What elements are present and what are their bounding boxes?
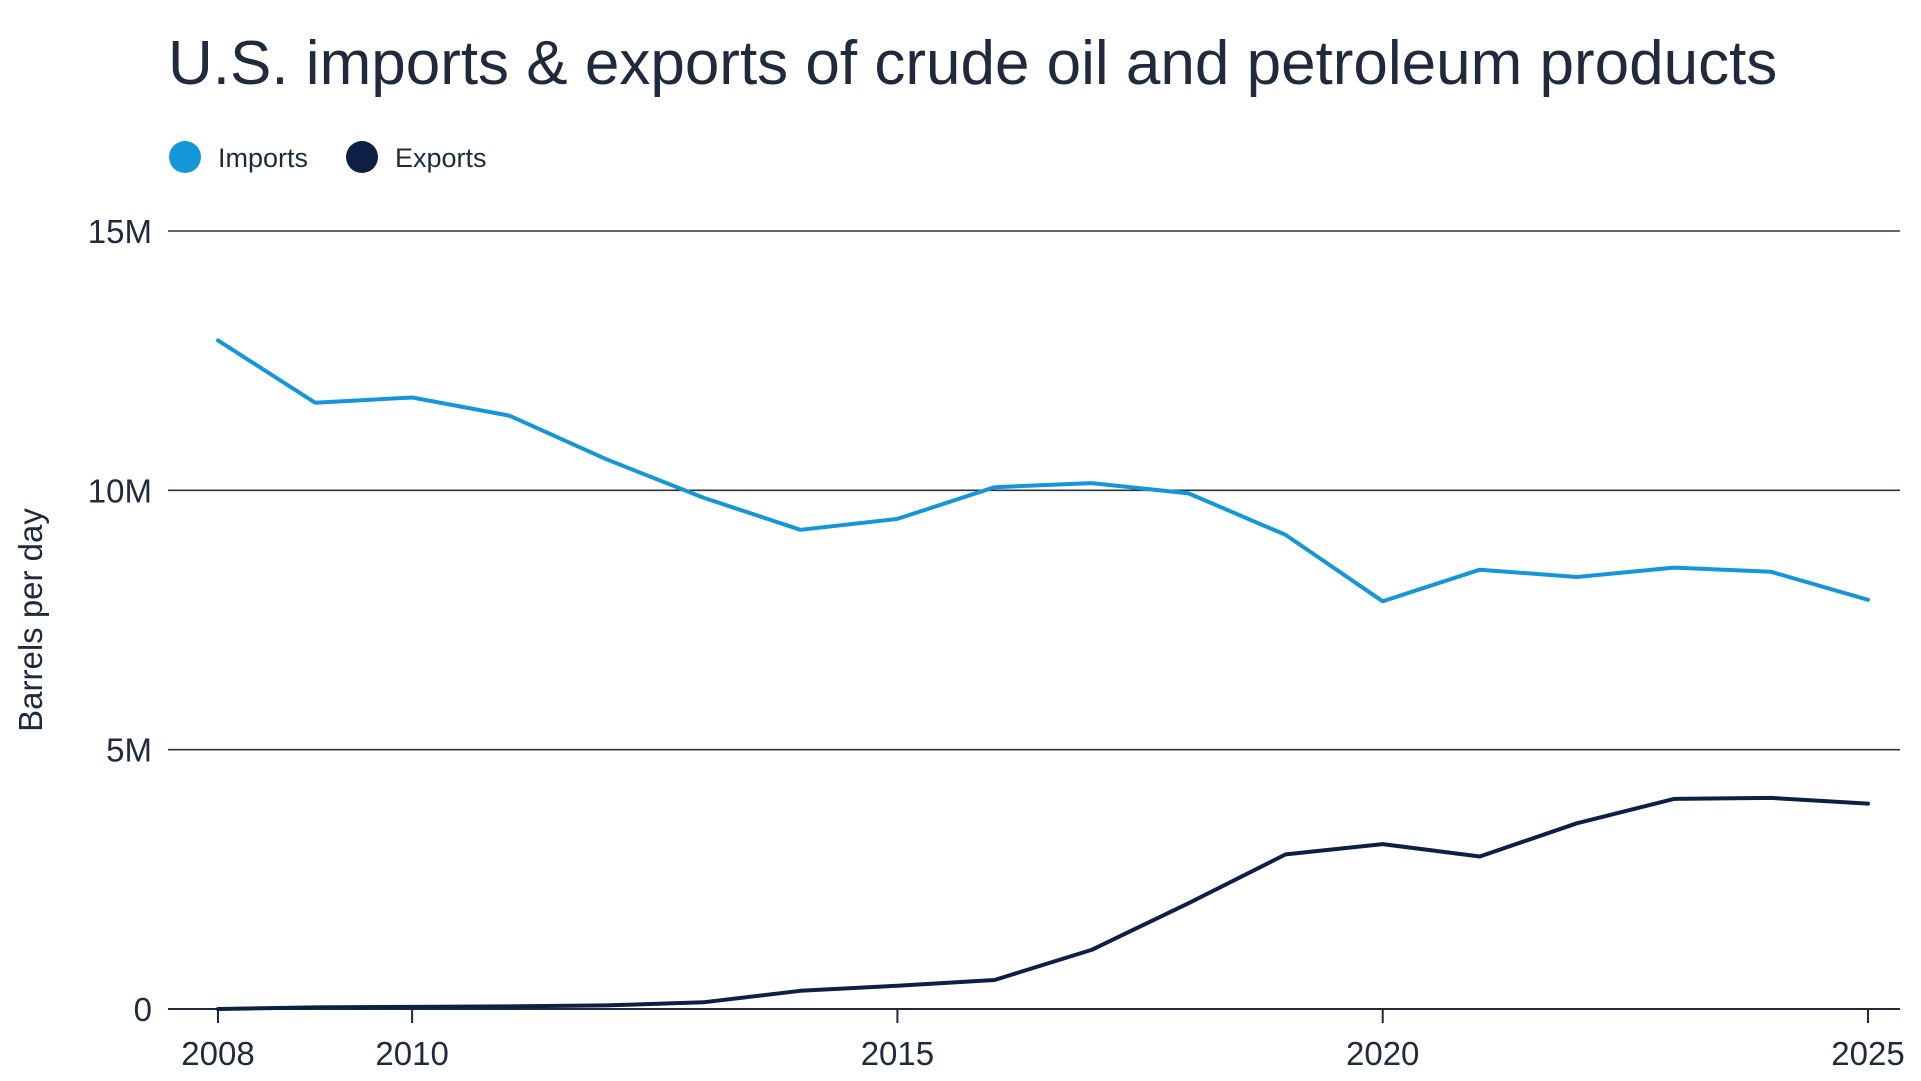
chart-title: U.S. imports & exports of crude oil and … (168, 29, 1777, 98)
legend-label-imports: Imports (218, 143, 308, 173)
legend: Imports Exports (169, 141, 487, 173)
series-lines (216, 338, 1870, 1011)
y-tick-label: 10M (88, 472, 152, 509)
y-tick-label: 0 (134, 991, 152, 1028)
legend-swatch-exports (346, 141, 378, 173)
gridlines (168, 230, 1900, 751)
y-tick-label: 5M (106, 732, 152, 769)
y-tick-label: 15M (88, 213, 152, 250)
y-axis-label: Barrels per day (12, 508, 49, 732)
series-line-exports (216, 795, 1870, 1011)
legend-swatch-imports (169, 141, 201, 173)
y-axis-ticks: 0 5M 10M 15M (88, 213, 152, 1028)
x-axis: 2008 2010 2015 2020 2025 (168, 1008, 1905, 1072)
x-tick-label: 2025 (1831, 1035, 1904, 1072)
x-tick-label: 2015 (861, 1035, 934, 1072)
x-tick-label: 2010 (375, 1035, 448, 1072)
legend-label-exports: Exports (395, 143, 487, 173)
x-tick-label: 2008 (181, 1035, 254, 1072)
x-tick-label: 2020 (1346, 1035, 1419, 1072)
series-line-imports (216, 338, 1870, 604)
